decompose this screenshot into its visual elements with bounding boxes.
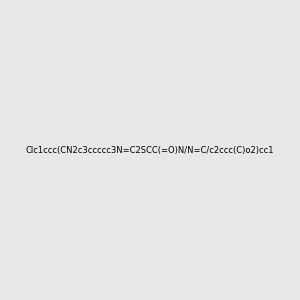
Text: Clc1ccc(CN2c3ccccc3N=C2SCC(=O)N/N=C/c2ccc(C)o2)cc1: Clc1ccc(CN2c3ccccc3N=C2SCC(=O)N/N=C/c2cc… [26,146,274,154]
